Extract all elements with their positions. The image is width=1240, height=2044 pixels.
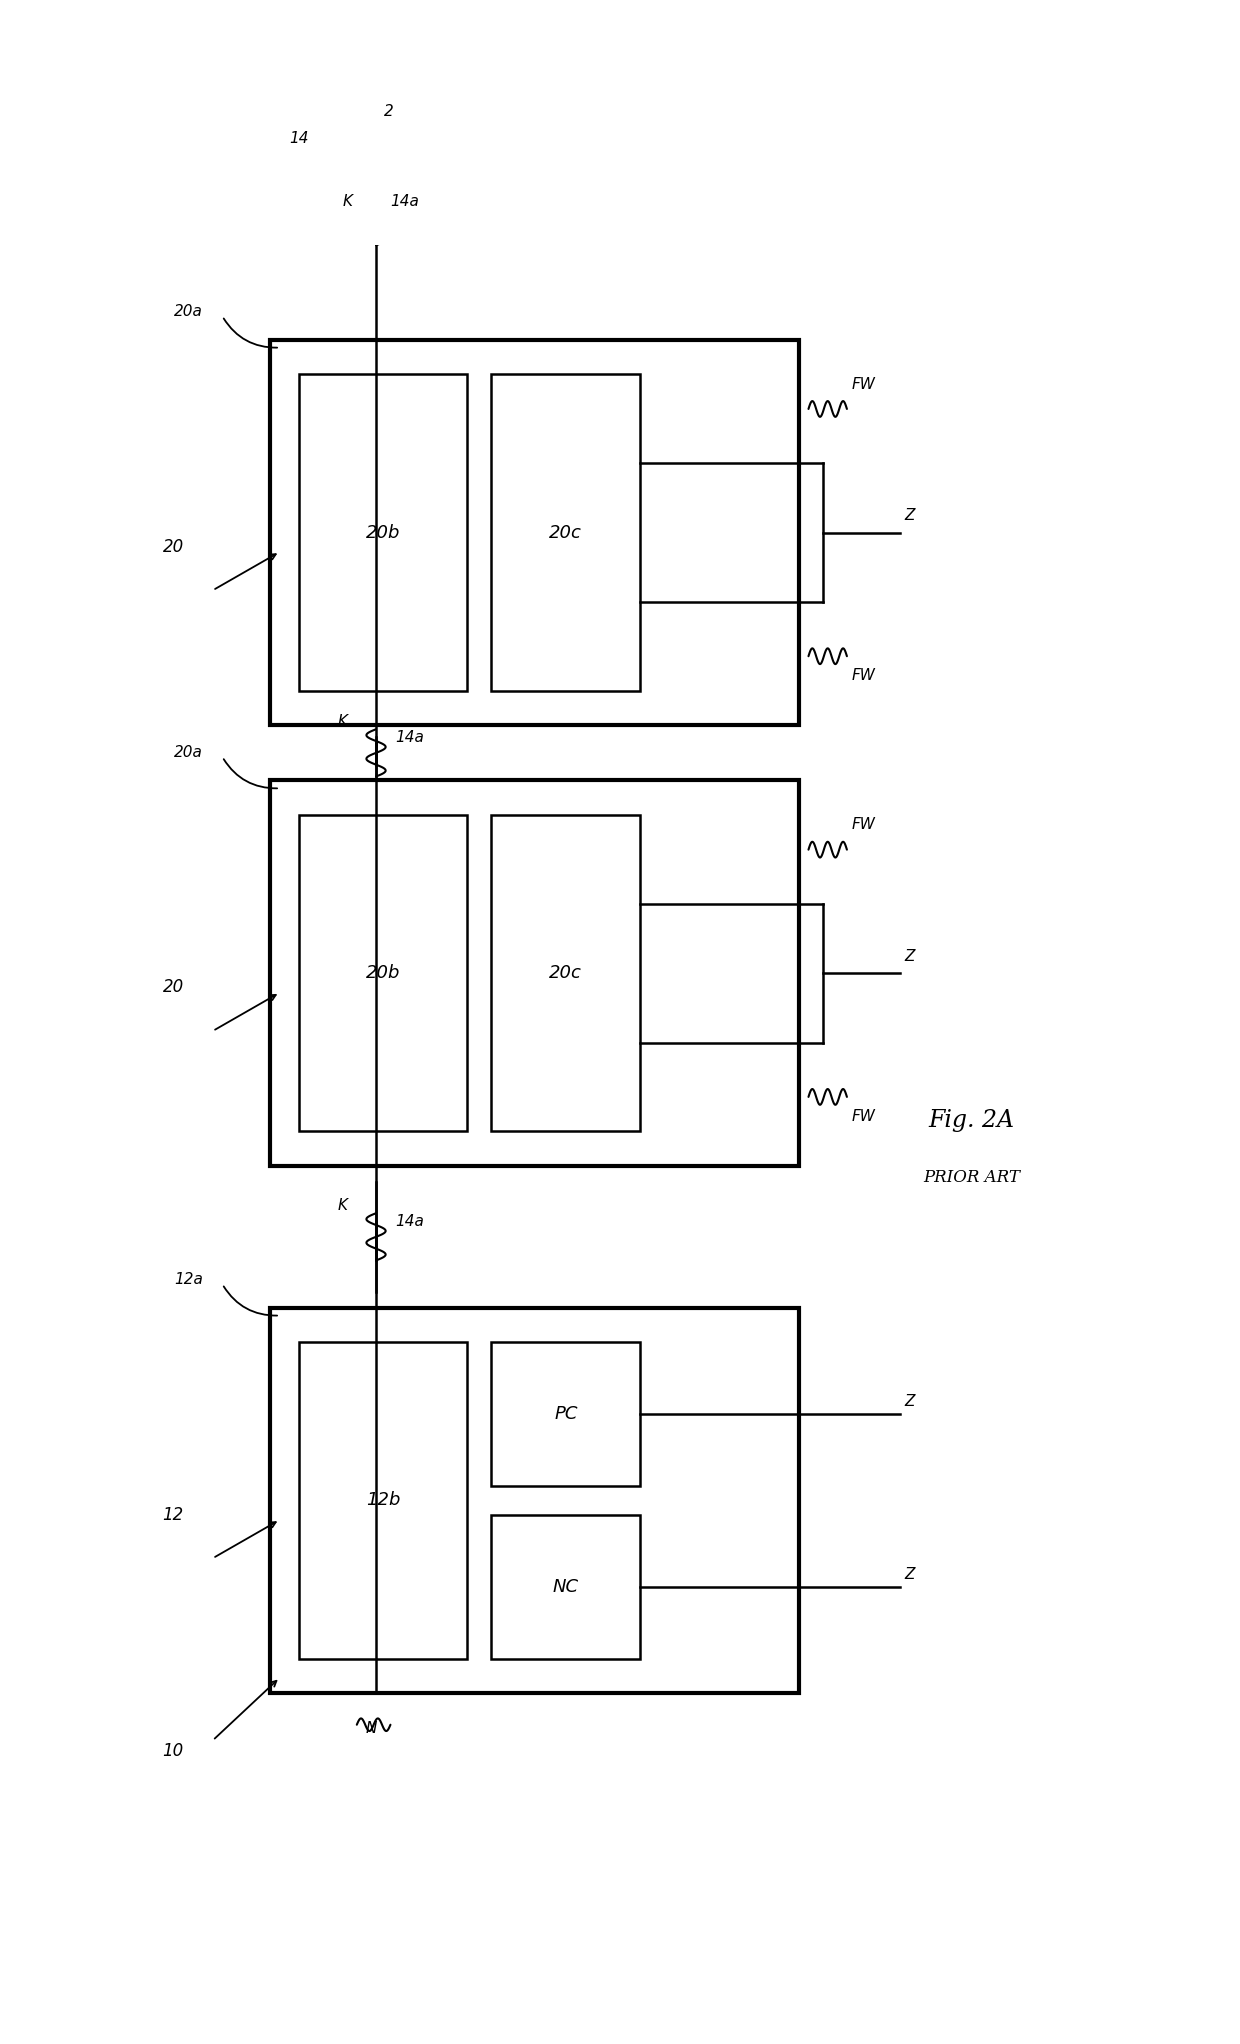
Text: Z: Z (905, 507, 915, 523)
Bar (491, 374, 640, 691)
Text: 20b: 20b (366, 965, 401, 983)
Text: 20: 20 (162, 538, 184, 556)
Bar (270, 1308, 799, 1692)
Text: 20b: 20b (366, 523, 401, 542)
Text: FW: FW (852, 668, 875, 683)
Text: PRIOR ART: PRIOR ART (924, 1169, 1021, 1186)
Text: Z: Z (905, 1568, 915, 1582)
Bar (299, 374, 467, 691)
Text: 2: 2 (383, 104, 393, 119)
Bar (270, 339, 799, 726)
Bar (491, 1515, 640, 1658)
Bar (491, 1343, 640, 1486)
Text: N: N (366, 1721, 377, 1735)
Text: K: K (337, 713, 347, 730)
Text: FW: FW (852, 1108, 875, 1124)
Text: 14a: 14a (396, 730, 424, 744)
Text: Z: Z (905, 1394, 915, 1410)
Bar (299, 816, 467, 1132)
Text: 12a: 12a (174, 1271, 203, 1288)
Bar (491, 816, 640, 1132)
Text: 12b: 12b (366, 1492, 401, 1508)
Text: PC: PC (554, 1406, 578, 1423)
Text: 10: 10 (162, 1741, 184, 1760)
Text: 14a: 14a (396, 1214, 424, 1228)
Text: 14: 14 (289, 131, 309, 145)
Text: FW: FW (852, 376, 875, 392)
Text: 20: 20 (162, 979, 184, 997)
Text: 20c: 20c (549, 965, 583, 983)
Text: 20a: 20a (174, 305, 203, 319)
Text: K: K (337, 1198, 347, 1212)
Text: K: K (342, 194, 352, 208)
Text: 14a: 14a (391, 194, 419, 208)
Text: NC: NC (553, 1578, 579, 1596)
Text: Fig. 2A: Fig. 2A (929, 1108, 1014, 1132)
Bar (299, 1343, 467, 1658)
Text: 20c: 20c (549, 523, 583, 542)
Text: 12: 12 (162, 1506, 184, 1523)
Text: FW: FW (852, 818, 875, 832)
Bar (270, 781, 799, 1165)
Text: Z: Z (905, 948, 915, 963)
Text: 20a: 20a (174, 744, 203, 760)
